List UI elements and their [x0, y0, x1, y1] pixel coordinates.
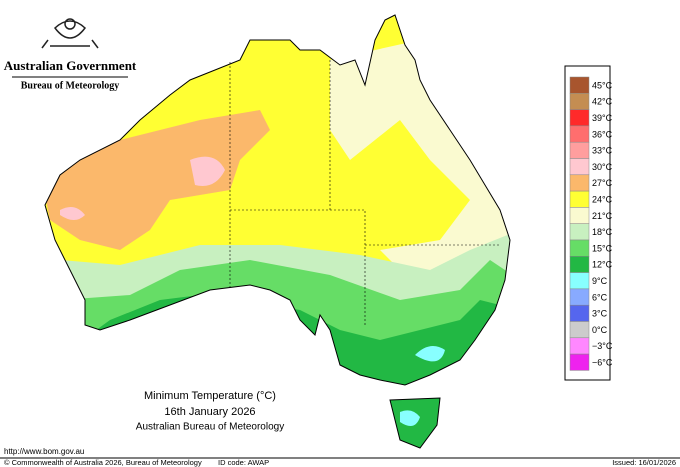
- legend-swatch: [569, 304, 590, 322]
- legend-label: 45°C: [592, 80, 613, 90]
- legend-swatch: [569, 288, 590, 306]
- legend-swatch: [569, 223, 590, 241]
- legend-label: 30°C: [592, 162, 613, 172]
- legend-swatch: [569, 272, 590, 290]
- url: http://www.bom.gov.au: [4, 447, 84, 456]
- legend-swatch: [569, 337, 590, 355]
- crest: [41, 18, 99, 49]
- legend-swatch: [569, 239, 590, 257]
- map-title: Minimum Temperature (°C): [144, 390, 276, 402]
- legend-label: −6°C: [592, 357, 613, 367]
- legend-swatch: [569, 125, 590, 143]
- legend-swatch: [569, 207, 590, 224]
- legend-swatch: [569, 141, 590, 159]
- map-source: Australian Bureau of Meteorology: [136, 422, 284, 433]
- legend-label: 42°C: [592, 97, 613, 107]
- legend-swatch: [569, 190, 590, 208]
- state-borders: [229, 60, 500, 325]
- legend-label: 12°C: [592, 260, 613, 270]
- legend-label: 27°C: [592, 178, 613, 188]
- legend-swatch: [569, 158, 590, 176]
- legend-swatch: [569, 256, 590, 273]
- legend-label: 0°C: [592, 325, 608, 335]
- map-date: 16th January 2026: [164, 406, 255, 418]
- legend-label: −3°C: [592, 341, 613, 351]
- legend-swatch: [569, 109, 590, 127]
- legend: 45°C 42°C 39°C 36°C 33°C 30°C 27°C 24°C 21°C 18°C…: [569, 76, 613, 371]
- tasmania-cold: [400, 410, 420, 426]
- legend-swatch: [569, 174, 590, 192]
- legend-label: 15°C: [592, 243, 613, 253]
- legend-label: 33°C: [592, 146, 613, 156]
- legend-label: 6°C: [592, 292, 608, 302]
- agency: Bureau of Meteorology: [21, 80, 120, 91]
- legend-label: 21°C: [592, 211, 613, 221]
- copyright: © Commonwealth of Australia 2026, Bureau…: [4, 458, 202, 467]
- id-code: ID code: AWAP: [218, 458, 269, 467]
- legend-label: 24°C: [592, 194, 613, 204]
- legend-swatch: [569, 321, 590, 339]
- government: Australian Government: [4, 58, 137, 73]
- legend-label: 39°C: [592, 113, 613, 123]
- legend-swatch: [569, 353, 590, 371]
- legend-swatch: [569, 93, 590, 110]
- legend-label: 9°C: [592, 276, 608, 286]
- legend-label: 3°C: [592, 309, 608, 319]
- legend-label: 36°C: [592, 129, 613, 139]
- issued: Issued: 16/01/2026: [612, 458, 676, 467]
- legend-label: 18°C: [592, 227, 613, 237]
- legend-swatch: [569, 76, 590, 94]
